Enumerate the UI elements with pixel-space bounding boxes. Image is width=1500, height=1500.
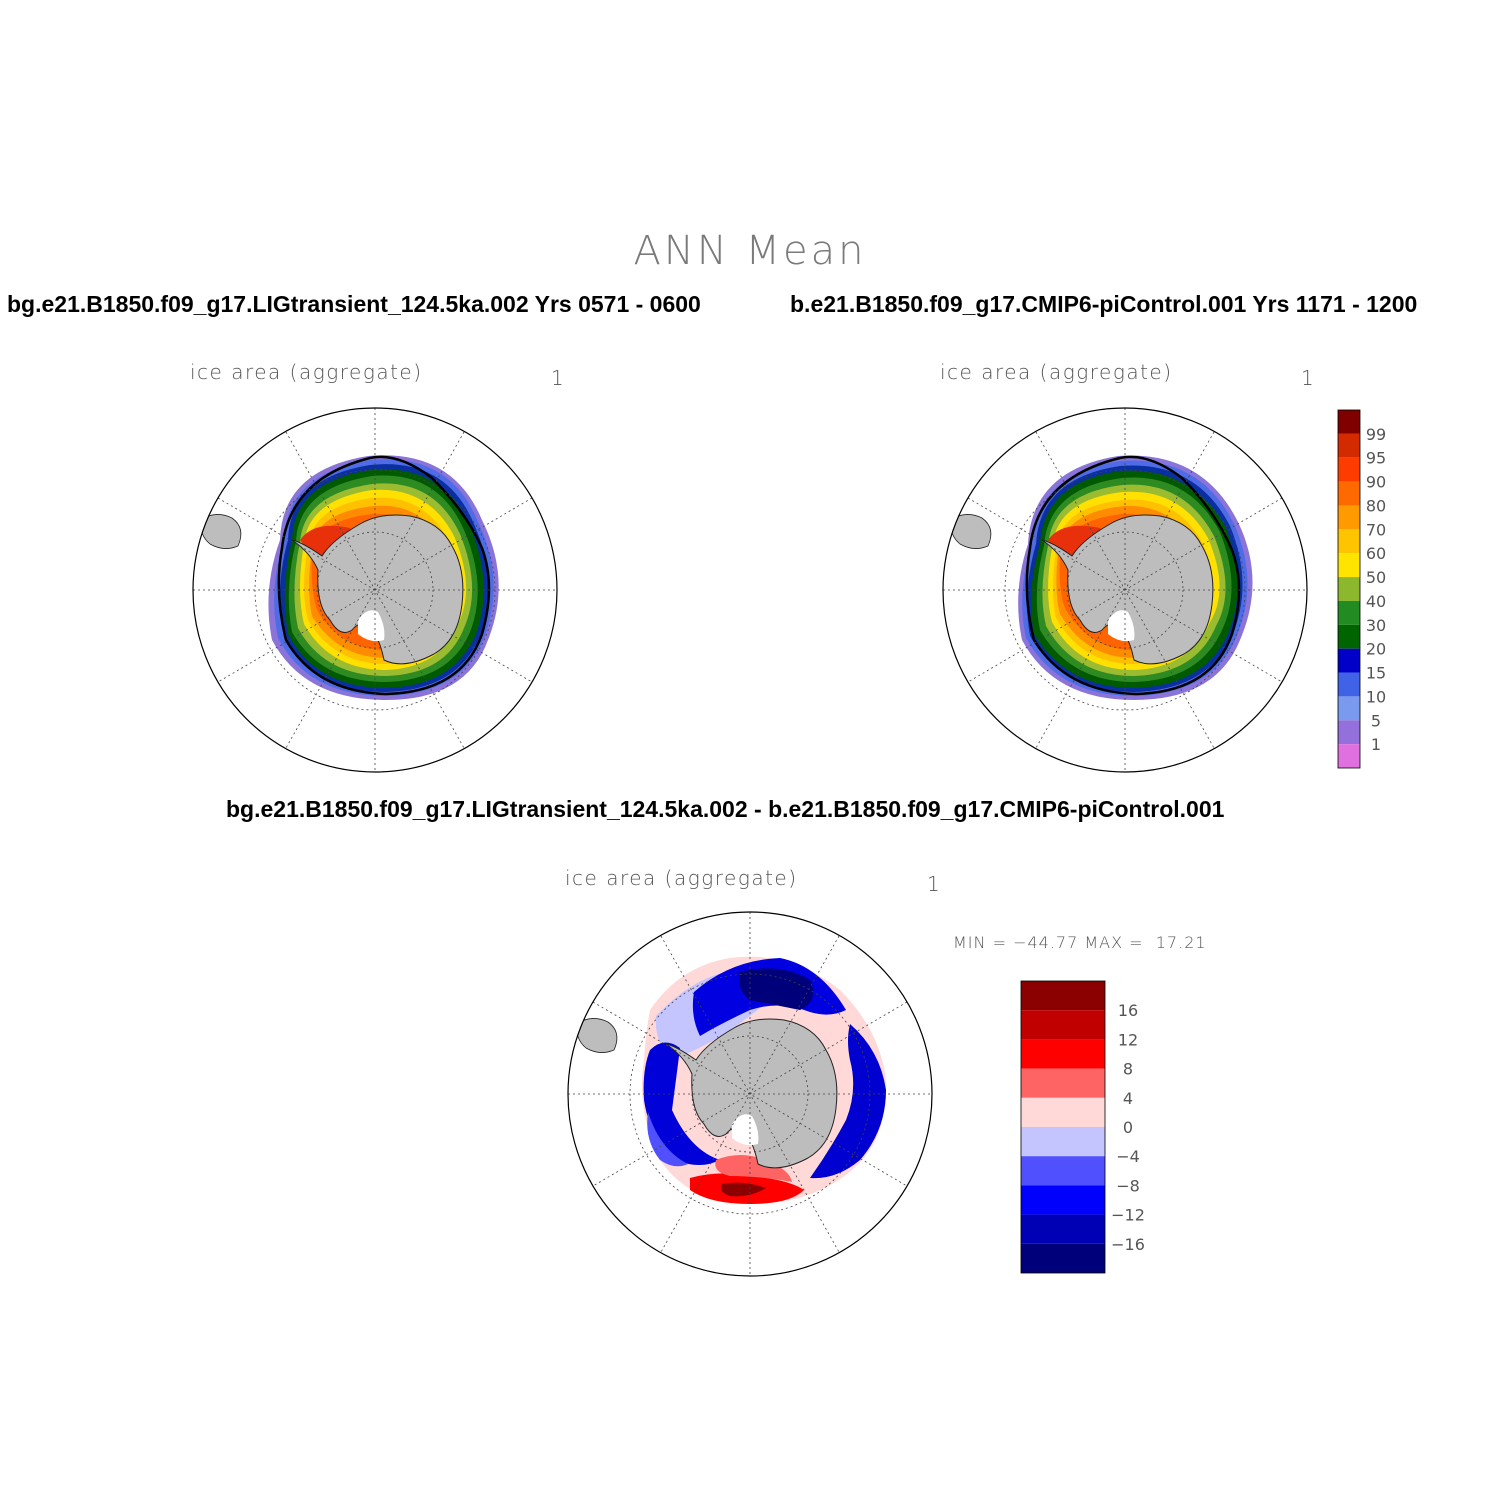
colorbar-abs-swatch: [1338, 577, 1360, 601]
figure-title: ANN Mean: [633, 228, 867, 274]
colorbar-diff-label: −12: [1111, 1206, 1145, 1225]
colorbar-abs-label: 30: [1366, 616, 1386, 635]
colorbar-diff-label: 16: [1118, 1001, 1138, 1020]
colorbar-abs-label: 50: [1366, 568, 1386, 587]
colorbar-diff-swatch: [1021, 981, 1105, 1011]
diff-salmon-ross: [715, 1155, 792, 1182]
colorbar-abs-frame: [1337, 409, 1361, 769]
colorbar-abs-label: 40: [1366, 592, 1386, 611]
panel1-units: 1: [551, 366, 564, 390]
ice-edge-contour: [1025, 455, 1241, 696]
diff-blue-east: [810, 1024, 886, 1179]
colorbar-diff-swatch: [1021, 1068, 1105, 1098]
south-america-land: [575, 1018, 618, 1053]
colorbar-diff-swatch: [1021, 1214, 1105, 1244]
colorbar-diff-swatch: [1021, 1156, 1105, 1186]
colorbar-abs-swatch: [1338, 648, 1360, 673]
map-boundary-diff: [567, 911, 933, 1277]
colorbar-diff-frame: [1020, 980, 1106, 1274]
panel1-label: ice area (aggregate): [190, 360, 423, 384]
latitude-circle: [1004, 469, 1246, 711]
colorbar-abs-label: 60: [1366, 544, 1386, 563]
diff-title: bg.e21.B1850.f09_g17.LIGtransient_124.5k…: [226, 796, 1225, 822]
colorbar-diff-label: 0: [1123, 1118, 1133, 1137]
map-boundary-case2: [942, 407, 1308, 773]
colorbar-diff-swatch: [1021, 1127, 1105, 1157]
case2-title: b.e21.B1850.f09_g17.CMIP6-piControl.001 …: [790, 291, 1418, 317]
latitude-circle-inner: [316, 531, 434, 649]
colorbar-diff-swatch: [1021, 1097, 1105, 1127]
colorbar-abs-swatch: [1338, 720, 1360, 745]
colorbar-diff-label: −16: [1111, 1235, 1145, 1254]
grid-lines: [568, 912, 932, 1276]
colorbar-abs-label: 99: [1366, 425, 1386, 444]
diff-darkred-ross: [721, 1182, 766, 1197]
colorbar-diff-label: −8: [1116, 1176, 1140, 1195]
panel3-label: ice area (aggregate): [565, 866, 798, 890]
latitude-circle-inner: [1066, 531, 1184, 649]
panel3-units: 1: [927, 872, 940, 896]
case1-title: bg.e21.B1850.f09_g17.LIGtransient_124.5k…: [7, 291, 701, 317]
colorbar-abs-swatch: [1338, 672, 1360, 697]
colorbar-absolute: 99 95 90 80 70 60 50 40 30 20 15 10 5 1: [1337, 409, 1386, 769]
colorbar-abs-swatch: [1338, 744, 1360, 768]
colorbar-diff-swatch: [1021, 1185, 1105, 1215]
colorbar-diff-label: −4: [1116, 1147, 1140, 1166]
diff-mid-blue-edge: [647, 1112, 688, 1167]
colorbar-diff-label: 8: [1123, 1060, 1133, 1079]
colorbar-abs-swatch: [1338, 457, 1360, 482]
ross-ice-shelf: [732, 1114, 759, 1146]
grid-lines: [943, 408, 1307, 772]
panel2-label: ice area (aggregate): [940, 360, 1173, 384]
colorbar-abs-label: 80: [1366, 496, 1386, 515]
colorbar-abs-swatch: [1338, 624, 1360, 649]
colorbar-abs-swatch: [1338, 529, 1360, 554]
colorbar-abs-label: 95: [1366, 449, 1386, 468]
colorbar-abs-label: 5: [1371, 711, 1381, 730]
diff-darkblue-core: [739, 968, 814, 1010]
diff-minmax: MIN = −44.77 MAX = 17.21: [953, 933, 1207, 952]
map-panel-diff: [568, 912, 932, 1276]
map-panel-case2: [943, 408, 1307, 772]
antarctica: [291, 514, 464, 665]
grid-lines: [193, 408, 557, 772]
ice-edge-contour: [277, 455, 491, 696]
antarctica: [1041, 514, 1214, 665]
colorbar-abs-swatch: [1338, 481, 1360, 506]
colorbar-abs-label: 90: [1366, 473, 1386, 492]
panel2-units: 1: [1301, 366, 1314, 390]
colorbar-abs-swatch: [1338, 696, 1360, 721]
latitude-circle: [254, 469, 496, 711]
ross-ice-shelf: [358, 610, 385, 642]
colorbar-diff-swatch: [1021, 1010, 1105, 1040]
colorbar-difference: 16 12 8 4 0 −4 −8 −12 −16: [1020, 980, 1145, 1274]
colorbar-abs-swatch: [1338, 505, 1360, 530]
latitude-circle: [629, 973, 871, 1215]
colorbar-abs-label: 15: [1366, 664, 1386, 683]
colorbar-abs-label: 20: [1366, 640, 1386, 659]
colorbar-abs-swatch: [1338, 410, 1360, 434]
colorbar-abs-label: 10: [1366, 687, 1386, 706]
colorbar-abs-swatch: [1338, 553, 1360, 578]
south-america-land: [949, 514, 992, 549]
map-boundary-case1: [192, 407, 558, 773]
map-panel-case1: [193, 408, 557, 772]
latitude-circle-inner: [691, 1035, 809, 1153]
colorbar-diff-swatch: [1021, 1243, 1105, 1273]
south-america-land: [199, 514, 242, 549]
colorbar-abs-label: 70: [1366, 520, 1386, 539]
colorbar-abs-label: 1: [1371, 735, 1381, 754]
colorbar-abs-swatch: [1338, 600, 1360, 625]
colorbar-abs-swatch: [1338, 433, 1360, 458]
diff-blue-west: [643, 1042, 720, 1165]
colorbar-diff-label: 4: [1123, 1089, 1133, 1108]
colorbar-diff-swatch: [1021, 1039, 1105, 1069]
ross-ice-shelf: [1108, 610, 1135, 642]
colorbar-diff-label: 12: [1118, 1030, 1138, 1049]
